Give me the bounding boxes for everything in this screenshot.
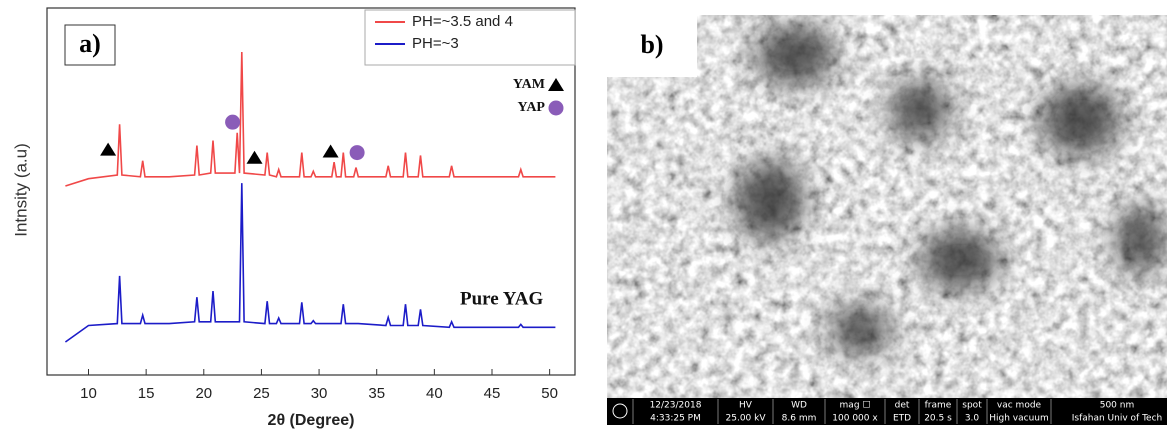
- x-tick-label: 40: [426, 385, 443, 402]
- phase-marker: [225, 114, 241, 130]
- panel-label-box: [607, 15, 697, 77]
- sem-image: [607, 15, 1167, 398]
- sem-info-text: High vacuum: [989, 414, 1049, 424]
- sem-logo: [612, 403, 628, 419]
- sem-info-text: 500 nm: [1100, 401, 1135, 411]
- sem-info-text: 100 000 x: [832, 414, 878, 424]
- y-axis-label: Intnsity (a.u): [11, 143, 30, 237]
- x-tick-label: 20: [195, 385, 212, 402]
- sem-info-text: HV: [739, 401, 753, 411]
- sem-info-text: det: [895, 401, 910, 411]
- plot-frame: [46, 7, 576, 376]
- sem-info: 12/23/2018 4:33:25 PM HV 25.00 kV WD 8.6 mm ma…: [612, 399, 1162, 424]
- phase-marker: [349, 145, 365, 161]
- x-tick-label: 15: [138, 385, 155, 402]
- series-line: [64, 183, 556, 343]
- sem-info-text: 8.6 mm: [782, 414, 817, 424]
- phase-legend-icon: [548, 78, 564, 91]
- sem-info-text: WD: [791, 401, 807, 411]
- x-tick-label: 50: [541, 385, 558, 402]
- phase-marker: [246, 150, 263, 164]
- sem-info-text: vac mode: [997, 401, 1042, 411]
- phase-legend-icon: [548, 100, 564, 116]
- panel-label: b): [640, 30, 663, 59]
- sem-info-text: 4:33:25 PM: [650, 414, 701, 424]
- series-line: [65, 51, 556, 187]
- sem-info-text: mag ☐: [840, 401, 871, 411]
- annotation: Pure YAG: [460, 288, 543, 309]
- sem-info-text: 3.0: [965, 414, 980, 424]
- x-axis-label: 2θ (Degree): [268, 412, 355, 429]
- x-tick-label: 25: [253, 385, 270, 402]
- sem-info-text: ETD: [893, 414, 911, 424]
- x-tick-label: 35: [368, 385, 385, 402]
- phase-marker: [100, 142, 117, 156]
- sem-info-text: spot: [962, 401, 982, 411]
- sem-info-text: Isfahan Univ of Tech: [1072, 414, 1162, 424]
- x-tick-label: 10: [80, 385, 97, 402]
- sem-info-text: 25.00 kV: [726, 414, 767, 424]
- sem-pores: [735, 25, 1165, 355]
- sem-info-text: 12/23/2018: [650, 401, 702, 411]
- panel-label-box: [64, 24, 116, 66]
- panel-label: a): [79, 29, 101, 58]
- sem-info-bar: [607, 398, 1167, 425]
- sem-info-text: frame: [925, 401, 952, 411]
- phase-legend-label: YAM: [513, 77, 545, 92]
- phase-legend-label: YAP: [518, 100, 546, 115]
- phase-marker: [322, 144, 339, 158]
- x-tick-label: 45: [484, 385, 501, 402]
- legend-label: PH=~3.5 and 4: [412, 13, 513, 30]
- sem-info-text: 20.5 s: [924, 414, 952, 424]
- legend-label: PH=~3: [412, 35, 459, 52]
- x-tick-label: 30: [311, 385, 328, 402]
- legend-box: [364, 9, 576, 66]
